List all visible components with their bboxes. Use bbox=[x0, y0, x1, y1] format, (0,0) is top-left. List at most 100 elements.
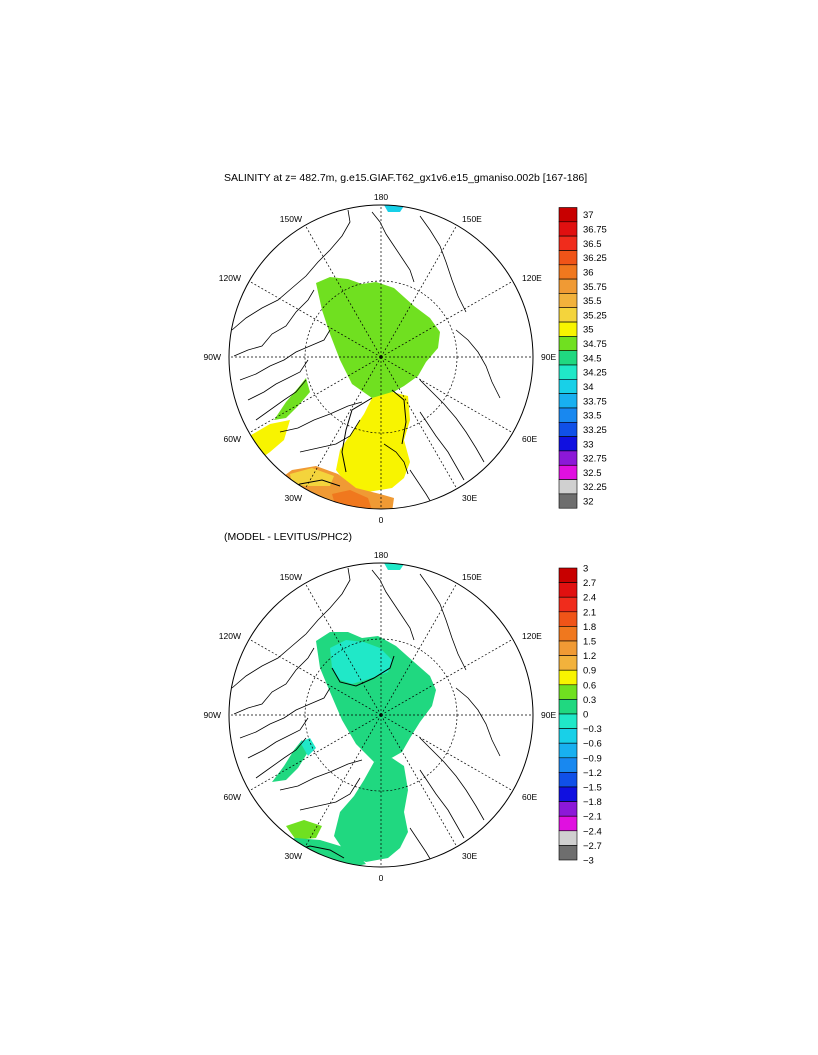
colorbar-label: −2.1 bbox=[583, 812, 602, 823]
colorbar-label: 36.75 bbox=[583, 225, 607, 236]
colorbar-label: −2.7 bbox=[583, 841, 602, 852]
colorbar-label: 32.75 bbox=[583, 454, 607, 465]
panel-2-graticule bbox=[229, 563, 533, 867]
colorbar-swatch bbox=[558, 421, 578, 437]
colorbar-swatch bbox=[558, 786, 578, 802]
colorbar-swatch bbox=[558, 611, 578, 627]
colorbar-label: 37 bbox=[583, 210, 594, 221]
colorbar-label: 32 bbox=[583, 497, 594, 508]
colorbar-swatch bbox=[558, 830, 578, 846]
colorbar-label: 1.2 bbox=[583, 651, 596, 662]
panel-1-graticule bbox=[229, 205, 533, 509]
colorbar-label: 35.75 bbox=[583, 282, 607, 293]
lon-label: 60W bbox=[224, 434, 241, 444]
colorbar-swatch bbox=[558, 350, 578, 366]
colorbar-swatch bbox=[558, 493, 578, 509]
colorbar-swatch bbox=[558, 699, 578, 715]
colorbar-label: 36 bbox=[583, 267, 594, 278]
lon-label: 180 bbox=[374, 192, 388, 202]
lon-label: 30W bbox=[285, 851, 302, 861]
colorbar-label: 33 bbox=[583, 439, 594, 450]
colorbar-swatch bbox=[558, 742, 578, 759]
lon-label: 120W bbox=[219, 273, 241, 283]
colorbar-swatch bbox=[558, 728, 578, 744]
field-cyan-baffin bbox=[300, 738, 316, 756]
panel-1-colorbar: 37 36.75 36.5 36.25 36 35.75 35.5 35.25 35 34.75 3… bbox=[558, 207, 607, 509]
colorbar-label: 35.5 bbox=[583, 296, 602, 307]
colorbar-label: −1.2 bbox=[583, 768, 602, 779]
field-green-34_75 bbox=[316, 277, 440, 398]
field-cyan-neg0_3 bbox=[330, 640, 392, 684]
lon-label: 120E bbox=[522, 273, 542, 283]
colorbar-label: 34.75 bbox=[583, 339, 607, 350]
field-green-tongue bbox=[334, 758, 408, 862]
panel-1-lon-labels: 180 150E 120E 90E 60E 30E 0 30W 60W 90W … bbox=[204, 192, 557, 525]
colorbar-label: 0.9 bbox=[583, 666, 596, 677]
field-yellow-35_25 bbox=[290, 468, 334, 486]
panel-1-title: SALINITY at z= 482.7m, g.e15.GIAF.T62_gx… bbox=[224, 172, 588, 184]
colorbar-swatch bbox=[558, 378, 578, 394]
lon-label: 90W bbox=[204, 352, 221, 362]
colorbar-swatch bbox=[558, 235, 578, 251]
colorbar-swatch bbox=[558, 321, 578, 337]
panel-2-title: (MODEL - LEVITUS/PHC2) bbox=[224, 531, 352, 543]
lon-label: 30W bbox=[285, 493, 302, 503]
colorbar-swatch bbox=[558, 436, 578, 452]
colorbar-label: 35 bbox=[583, 325, 594, 336]
field-yellow-35 bbox=[336, 392, 410, 492]
colorbar-label: −0.3 bbox=[583, 724, 602, 735]
colorbar-label: −0.6 bbox=[583, 739, 602, 750]
lon-label: 60E bbox=[522, 792, 537, 802]
field-cyan-top bbox=[384, 563, 404, 570]
colorbar-label: 32.5 bbox=[583, 468, 602, 479]
colorbar-label: 33.5 bbox=[583, 411, 602, 422]
panel-2-map: 180 150E 120E 90E 60E 30E 0 30W 60W 90W … bbox=[204, 550, 557, 883]
colorbar-swatch bbox=[558, 364, 578, 380]
colorbar-label: 3 bbox=[583, 564, 588, 575]
colorbar-swatch bbox=[558, 264, 578, 280]
colorbar-label: 1.8 bbox=[583, 622, 596, 633]
colorbar-label: 1.5 bbox=[583, 637, 596, 648]
colorbar-swatch bbox=[558, 815, 578, 832]
colorbar-swatch bbox=[558, 596, 578, 613]
colorbar-swatch bbox=[558, 669, 578, 686]
lon-label: 180 bbox=[374, 550, 388, 560]
colorbar-swatch bbox=[558, 450, 578, 466]
colorbar-swatch bbox=[558, 336, 578, 351]
lon-label: 30E bbox=[462, 493, 477, 503]
field-lightgreen-0_6 bbox=[286, 820, 322, 840]
colorbar-label: 2.1 bbox=[583, 607, 596, 618]
colorbar-swatch bbox=[558, 207, 578, 223]
colorbar-swatch bbox=[558, 293, 578, 308]
panel-1-field bbox=[231, 205, 501, 509]
colorbar-swatch bbox=[558, 757, 578, 773]
lon-label: 150E bbox=[462, 214, 482, 224]
colorbar-swatch bbox=[558, 479, 578, 495]
colorbar-label: 32.25 bbox=[583, 482, 607, 493]
lon-label: 150W bbox=[280, 572, 302, 582]
lon-label: 90E bbox=[541, 710, 556, 720]
lon-label: 120W bbox=[219, 631, 241, 641]
colorbar-swatch bbox=[558, 407, 578, 423]
panel-2-lon-labels: 180 150E 120E 90E 60E 30E 0 30W 60W 90W … bbox=[204, 550, 557, 883]
colorbar-swatch bbox=[558, 464, 578, 480]
colorbar-label: 36.25 bbox=[583, 253, 607, 264]
colorbar-label: 0.6 bbox=[583, 680, 596, 691]
colorbar-swatch bbox=[558, 393, 578, 409]
colorbar-swatch bbox=[558, 626, 578, 642]
colorbar-swatch bbox=[558, 307, 578, 323]
colorbar-swatch bbox=[558, 221, 578, 237]
lon-label: 60W bbox=[224, 792, 241, 802]
panel-2-colorbar: 3 2.7 2.4 2.1 1.8 1.5 1.2 0.9 0.6 0.3 0 −0.3 −0.6 −0.… bbox=[558, 564, 602, 867]
field-green-baffin bbox=[272, 740, 308, 782]
colorbar-label: 0.3 bbox=[583, 695, 596, 706]
lon-label: 90W bbox=[204, 710, 221, 720]
colorbar-label: 35.25 bbox=[583, 310, 607, 321]
colorbar-swatch bbox=[558, 250, 578, 266]
colorbar-label: 34.5 bbox=[583, 353, 602, 364]
colorbar-swatch bbox=[558, 567, 578, 583]
colorbar-label: −1.5 bbox=[583, 783, 602, 794]
colorbar-label: −3 bbox=[583, 856, 594, 867]
field-green-baffin bbox=[274, 378, 310, 420]
